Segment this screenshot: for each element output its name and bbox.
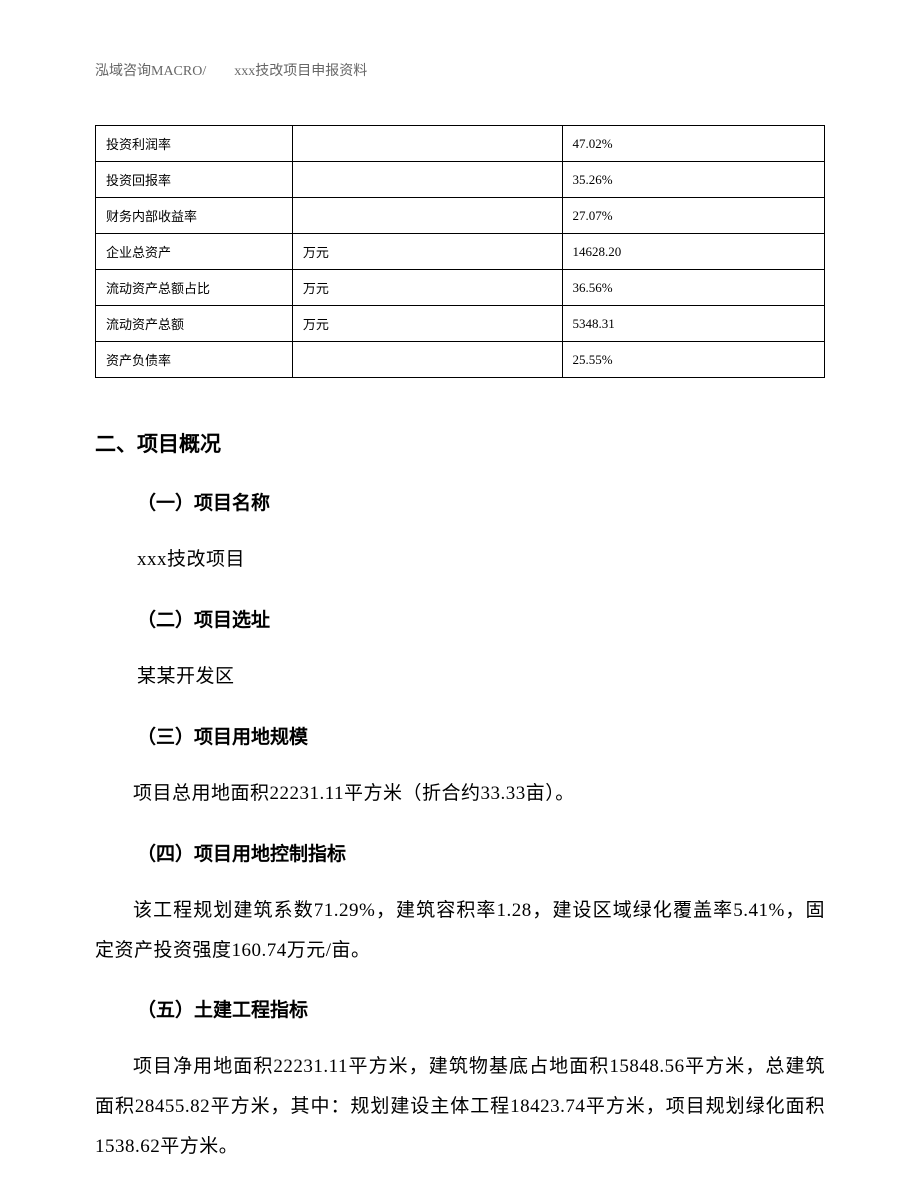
table-cell-unit (292, 126, 562, 162)
table-cell-label: 企业总资产 (96, 234, 293, 270)
header-text: 泓域咨询MACRO/ xxx技改项目申报资料 (95, 64, 367, 79)
table-cell-unit: 万元 (292, 270, 562, 306)
section-title: 二、项目概况 (95, 428, 825, 458)
table-row: 流动资产总额 万元 5348.31 (96, 306, 825, 342)
table-cell-value: 36.56% (562, 270, 824, 306)
table-cell-unit: 万元 (292, 306, 562, 342)
table-cell-value: 14628.20 (562, 234, 824, 270)
table-cell-value: 5348.31 (562, 306, 824, 342)
page-header: 泓域咨询MACRO/ xxx技改项目申报资料 (95, 60, 825, 80)
body-text-4: 该工程规划建筑系数71.29%，建筑容积率1.28，建设区域绿化覆盖率5.41%… (95, 891, 825, 971)
table-row: 财务内部收益率 27.07% (96, 198, 825, 234)
table-cell-label: 流动资产总额 (96, 306, 293, 342)
table-cell-label: 流动资产总额占比 (96, 270, 293, 306)
table-cell-label: 财务内部收益率 (96, 198, 293, 234)
body-text-3: 项目总用地面积22231.11平方米（折合约33.33亩）。 (95, 774, 825, 814)
financial-table: 投资利润率 47.02% 投资回报率 35.26% 财务内部收益率 27.07%… (95, 125, 825, 378)
table-cell-label: 资产负债率 (96, 342, 293, 378)
table-cell-value: 35.26% (562, 162, 824, 198)
table-row: 投资利润率 47.02% (96, 126, 825, 162)
table-cell-label: 投资回报率 (96, 162, 293, 198)
body-text-5: 项目净用地面积22231.11平方米，建筑物基底占地面积15848.56平方米，… (95, 1047, 825, 1167)
body-text-2: 某某开发区 (137, 657, 825, 697)
subsection-title-1: （一）项目名称 (137, 488, 825, 515)
table-cell-value: 27.07% (562, 198, 824, 234)
table-cell-unit: 万元 (292, 234, 562, 270)
table-row: 企业总资产 万元 14628.20 (96, 234, 825, 270)
table-cell-unit (292, 198, 562, 234)
table-cell-unit (292, 342, 562, 378)
table-row: 流动资产总额占比 万元 36.56% (96, 270, 825, 306)
table-row: 投资回报率 35.26% (96, 162, 825, 198)
table-cell-value: 47.02% (562, 126, 824, 162)
subsection-title-3: （三）项目用地规模 (137, 722, 825, 749)
subsection-title-5: （五）土建工程指标 (137, 995, 825, 1022)
body-text-1: xxx技改项目 (137, 540, 825, 580)
subsection-title-2: （二）项目选址 (137, 605, 825, 632)
table-row: 资产负债率 25.55% (96, 342, 825, 378)
table-cell-value: 25.55% (562, 342, 824, 378)
table-cell-unit (292, 162, 562, 198)
table-cell-label: 投资利润率 (96, 126, 293, 162)
subsection-title-4: （四）项目用地控制指标 (137, 839, 825, 866)
